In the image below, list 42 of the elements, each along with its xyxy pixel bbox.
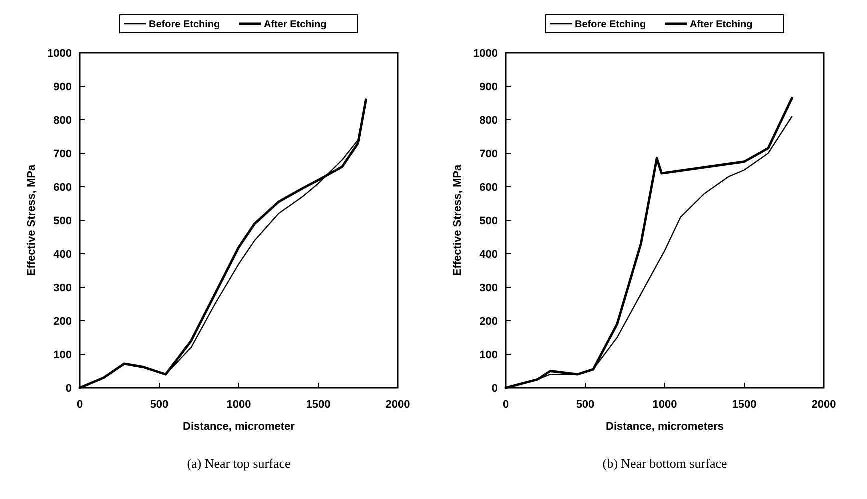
legend-label: After Etching: [690, 20, 752, 30]
y-tick-label: 0: [491, 382, 498, 395]
y-tick-label: 700: [54, 148, 72, 160]
y-tick-label: 1000: [473, 48, 498, 60]
x-tick-label: 1500: [306, 399, 331, 411]
y-tick-label: 700: [479, 148, 498, 160]
y-tick-label: 300: [479, 282, 498, 294]
x-tick-label: 500: [150, 399, 169, 411]
y-tick-label: 100: [479, 349, 498, 362]
text: (b) Near bottom surface: [602, 456, 727, 471]
x-tick-label: 0: [76, 399, 84, 411]
y-tick-label: 300: [54, 282, 72, 294]
x-tick-label: 500: [576, 399, 594, 411]
y-tick-label: 1000: [48, 48, 72, 60]
x-axis-title: Distance, micrometers: [606, 421, 724, 433]
x-tick-label: 1000: [226, 399, 252, 411]
text: (a) Near top surface: [187, 456, 292, 471]
y-tick-label: 800: [479, 114, 498, 127]
x-tick-label: 2000: [811, 399, 836, 411]
y-tick-label: 0: [66, 382, 72, 395]
x-axis-title: Distance, micrometer: [183, 421, 296, 433]
y-axis-title: Effective Stress, MPa: [452, 164, 464, 276]
x-tick-label: 2000: [386, 399, 410, 411]
y-tick-label: 200: [54, 316, 72, 328]
y-tick-label: 900: [54, 81, 72, 94]
y-tick-label: 100: [54, 349, 72, 362]
y-tick-label: 200: [479, 316, 498, 328]
x-tick-label: 1500: [732, 399, 756, 411]
y-tick-label: 900: [479, 81, 498, 94]
y-tick-label: 400: [479, 248, 498, 261]
legend-label: After Etching: [264, 20, 327, 30]
y-tick-label: 800: [54, 114, 72, 127]
y-tick-label: 600: [479, 182, 498, 194]
legend-label: Before Etching: [149, 20, 220, 30]
y-tick-label: 400: [54, 248, 72, 261]
x-tick-label: 0: [502, 399, 509, 411]
legend-label: Before Etching: [574, 20, 646, 30]
y-tick-label: 500: [479, 215, 498, 228]
y-tick-label: 500: [54, 215, 72, 228]
y-tick-label: 600: [54, 182, 72, 194]
x-tick-label: 1000: [652, 399, 677, 411]
y-axis-title: Effective Stress, MPa: [26, 164, 38, 276]
